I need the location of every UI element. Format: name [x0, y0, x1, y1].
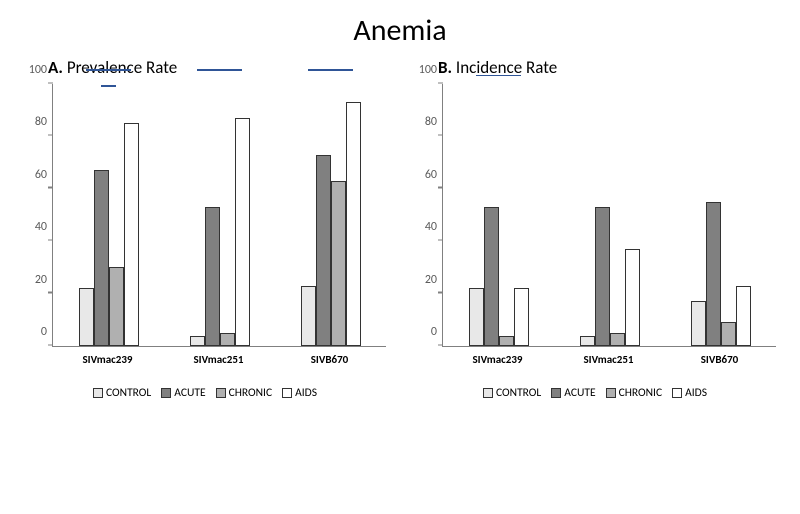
bar-chronic — [499, 336, 514, 346]
plot-a: 020406080100 — [52, 84, 386, 347]
significance-line — [101, 85, 116, 87]
y-tick-label: 60 — [411, 168, 437, 182]
bar-acute — [205, 207, 220, 346]
panel-b-label: B. — [438, 57, 452, 78]
y-tick-label: 80 — [411, 115, 437, 129]
y-tick-mark — [48, 292, 53, 294]
bar-chronic — [610, 333, 625, 346]
x-label: SIVB670 — [701, 353, 739, 366]
y-tick-mark — [48, 82, 53, 84]
y-tick-label: 60 — [21, 168, 47, 182]
bar-chronic — [109, 267, 124, 346]
y-tick-label: 80 — [21, 115, 47, 129]
bar-control — [691, 301, 706, 346]
y-tick-mark — [438, 134, 443, 136]
y-tick-label: 100 — [411, 63, 437, 77]
y-tick-label: 0 — [411, 325, 437, 339]
bar-aids — [514, 288, 529, 346]
bar-control — [580, 336, 595, 346]
bar-acute — [316, 155, 331, 346]
significance-line — [86, 69, 131, 71]
bar-acute — [706, 202, 721, 346]
panel-a-title: A. Prevalence Rate — [48, 57, 390, 78]
panel-a-subtitle: Prevalence Rate — [67, 57, 177, 78]
x-label: SIVmac251 — [583, 353, 633, 366]
x-label: SIVmac239 — [472, 353, 522, 366]
significance-line — [476, 75, 521, 77]
y-tick-label: 20 — [411, 273, 437, 287]
bar-acute — [595, 207, 610, 346]
bar-group — [301, 102, 361, 346]
bar-aids — [346, 102, 361, 346]
bar-group — [469, 207, 529, 346]
bar-aids — [625, 249, 640, 346]
significance-line — [197, 69, 242, 71]
chart-b: 020406080100 SIVmac239 SIVmac251 SIVB670 — [410, 84, 780, 394]
bar-chronic — [721, 322, 736, 346]
y-tick-mark — [48, 344, 53, 346]
bar-chronic — [331, 181, 346, 346]
plot-b: 020406080100 — [442, 84, 776, 347]
bar-group — [691, 202, 751, 346]
x-label: SIVB670 — [311, 353, 349, 366]
main-title: Anemia — [0, 12, 800, 49]
y-tick-mark — [438, 292, 443, 294]
y-tick-label: 0 — [21, 325, 47, 339]
y-tick-mark — [438, 239, 443, 241]
y-tick-mark — [438, 82, 443, 84]
bar-chronic — [220, 333, 235, 346]
bar-group — [190, 118, 250, 346]
bar-control — [190, 336, 205, 346]
x-label: SIVmac239 — [82, 353, 132, 366]
y-tick-mark — [438, 344, 443, 346]
x-label: SIVmac251 — [193, 353, 243, 366]
y-tick-mark — [48, 187, 53, 189]
y-tick-label: 20 — [21, 273, 47, 287]
bar-acute — [94, 170, 109, 346]
y-tick-label: 40 — [411, 220, 437, 234]
bar-aids — [124, 123, 139, 346]
y-tick-mark — [48, 239, 53, 241]
chart-a: 020406080100 SIVmac239 SIVmac251 SIVB670 — [20, 84, 390, 394]
bar-group — [79, 123, 139, 346]
y-tick-label: 40 — [21, 220, 47, 234]
bar-acute — [484, 207, 499, 346]
panel-b: B. Incidence Rate 020406080100 SIVmac239… — [410, 57, 780, 400]
bar-aids — [235, 118, 250, 346]
panel-a-label: A. — [48, 57, 63, 78]
y-tick-mark — [438, 187, 443, 189]
bar-control — [301, 286, 316, 346]
bar-control — [469, 288, 484, 346]
bar-group — [580, 207, 640, 346]
y-tick-mark — [48, 134, 53, 136]
panels-row: A. Prevalence Rate 020406080100 SIVmac23… — [0, 57, 800, 400]
panel-a: A. Prevalence Rate 020406080100 SIVmac23… — [20, 57, 390, 400]
bar-control — [79, 288, 94, 346]
y-tick-label: 100 — [21, 63, 47, 77]
significance-line — [308, 69, 353, 71]
bar-aids — [736, 286, 751, 346]
